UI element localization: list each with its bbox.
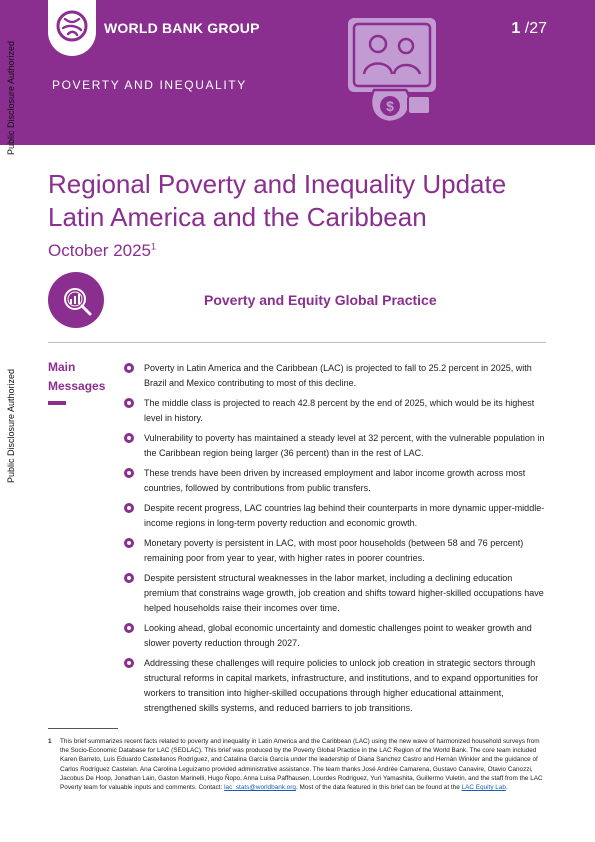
svg-text:$: $ <box>386 98 394 114</box>
poverty-illustration-icon: $ <box>348 18 436 124</box>
page-current: 1 <box>511 20 521 37</box>
list-item: Poverty in Latin America and the Caribbe… <box>124 361 548 391</box>
footnote-rule <box>48 728 118 729</box>
message-text: Looking ahead, global economic uncertain… <box>144 623 532 648</box>
list-item: Looking ahead, global economic uncertain… <box>124 621 548 651</box>
bullet-icon <box>124 658 134 668</box>
bullet-icon <box>124 623 134 633</box>
list-item: Vulnerability to poverty has maintained … <box>124 431 548 461</box>
footnote: 1 This brief summarizes recent facts rel… <box>48 737 546 792</box>
practice-badge <box>48 272 104 328</box>
message-text: Despite persistent structural weaknesses… <box>144 573 544 613</box>
list-item: Monetary poverty is persistent in LAC, w… <box>124 536 548 566</box>
bullet-icon <box>124 398 134 408</box>
bullet-icon <box>124 468 134 478</box>
main-messages-list: Poverty in Latin America and the Caribbe… <box>124 361 548 721</box>
footnote-body: This brief summarizes recent facts relat… <box>60 737 546 792</box>
footnote-end: . <box>505 784 508 792</box>
header-band: WORLD BANK GROUP 1 /27 POVERTY AND INEQU… <box>0 0 595 145</box>
disclosure-note: Public Disclosure Authorized <box>6 40 16 155</box>
message-text: The middle class is projected to reach 4… <box>144 398 535 423</box>
bullet-icon <box>124 363 134 373</box>
bullet-icon <box>124 538 134 548</box>
message-text: These trends have been driven by increas… <box>144 468 526 493</box>
footnote-text: This brief summarizes recent facts relat… <box>60 738 543 792</box>
organization-name: WORLD BANK GROUP <box>104 20 260 36</box>
heading-accent-bar <box>48 401 66 405</box>
bullet-icon <box>124 503 134 513</box>
footnote-ref: 1 <box>151 241 157 252</box>
contact-email-link[interactable]: lac_stats@worldbank.org <box>224 784 296 792</box>
list-item: The middle class is projected to reach 4… <box>124 396 548 426</box>
globe-icon <box>56 10 88 42</box>
footnote-text-after-email: . Most of the data featured in this brie… <box>295 784 460 792</box>
page-number: 1 /27 <box>511 20 547 38</box>
section-label: POVERTY AND INEQUALITY <box>52 78 247 92</box>
magnifier-chart-icon <box>64 288 92 316</box>
page-total: /27 <box>524 20 547 37</box>
list-item: Despite recent progress, LAC countries l… <box>124 501 548 531</box>
date-text: October 2025 <box>48 241 152 260</box>
lac-equity-lab-link[interactable]: LAC Equity Lab <box>461 784 506 792</box>
list-item: Addressing these challenges will require… <box>124 656 548 716</box>
document-title: Regional Poverty and Inequality Update L… <box>48 169 507 232</box>
bullet-icon <box>124 573 134 583</box>
logo-tab <box>48 0 96 56</box>
divider <box>48 342 546 343</box>
list-item: These trends have been driven by increas… <box>124 466 548 496</box>
footnote-number: 1 <box>48 738 52 745</box>
message-text: Vulnerability to poverty has maintained … <box>144 433 545 458</box>
bullet-icon <box>124 433 134 443</box>
message-text: Monetary poverty is persistent in LAC, w… <box>144 538 524 563</box>
message-text: Despite recent progress, LAC countries l… <box>144 503 545 528</box>
main-messages-heading: Main Messages <box>48 360 106 393</box>
message-text: Poverty in Latin America and the Caribbe… <box>144 363 532 388</box>
list-item: Despite persistent structural weaknesses… <box>124 571 548 616</box>
message-text: Addressing these challenges will require… <box>144 658 539 713</box>
document-date: October 20251 <box>48 241 156 261</box>
disclosure-note: Public Disclosure Authorized <box>6 368 16 483</box>
practice-name: Poverty and Equity Global Practice <box>204 292 437 308</box>
